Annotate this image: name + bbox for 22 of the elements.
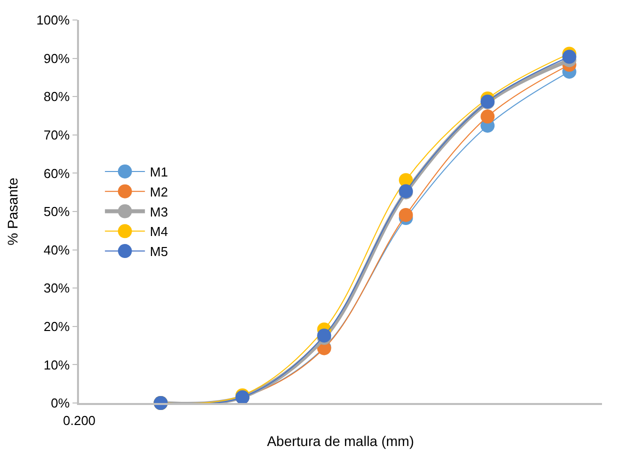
y-tick-label: 60% [44, 166, 70, 181]
y-tick-label: 50% [44, 204, 70, 220]
y-tick-label: 10% [44, 357, 70, 372]
y-tick-label: 90% [44, 50, 70, 66]
legend-label: M1 [150, 164, 168, 180]
x-axis-title: Abertura de malla (mm) [266, 433, 414, 450]
text: 0.200 [63, 413, 96, 428]
point [398, 208, 413, 222]
legend-label: M4 [150, 224, 168, 240]
point [562, 50, 576, 64]
y-tick-label: 0% [50, 396, 70, 411]
y-tick-label: 80% [44, 89, 70, 104]
legend-label: M2 [150, 184, 168, 200]
y-tick-label: 40% [44, 242, 70, 258]
legend-label: M5 [150, 244, 168, 260]
y-axis-title: % Pasante [4, 177, 20, 246]
y-tick-label: 20% [44, 318, 70, 334]
y-tick-label: 30% [44, 280, 70, 296]
y-tick-label: 100% [36, 12, 70, 28]
legend-label: M3 [150, 204, 168, 220]
y-tick-label: 70% [44, 127, 70, 142]
point [480, 110, 495, 124]
